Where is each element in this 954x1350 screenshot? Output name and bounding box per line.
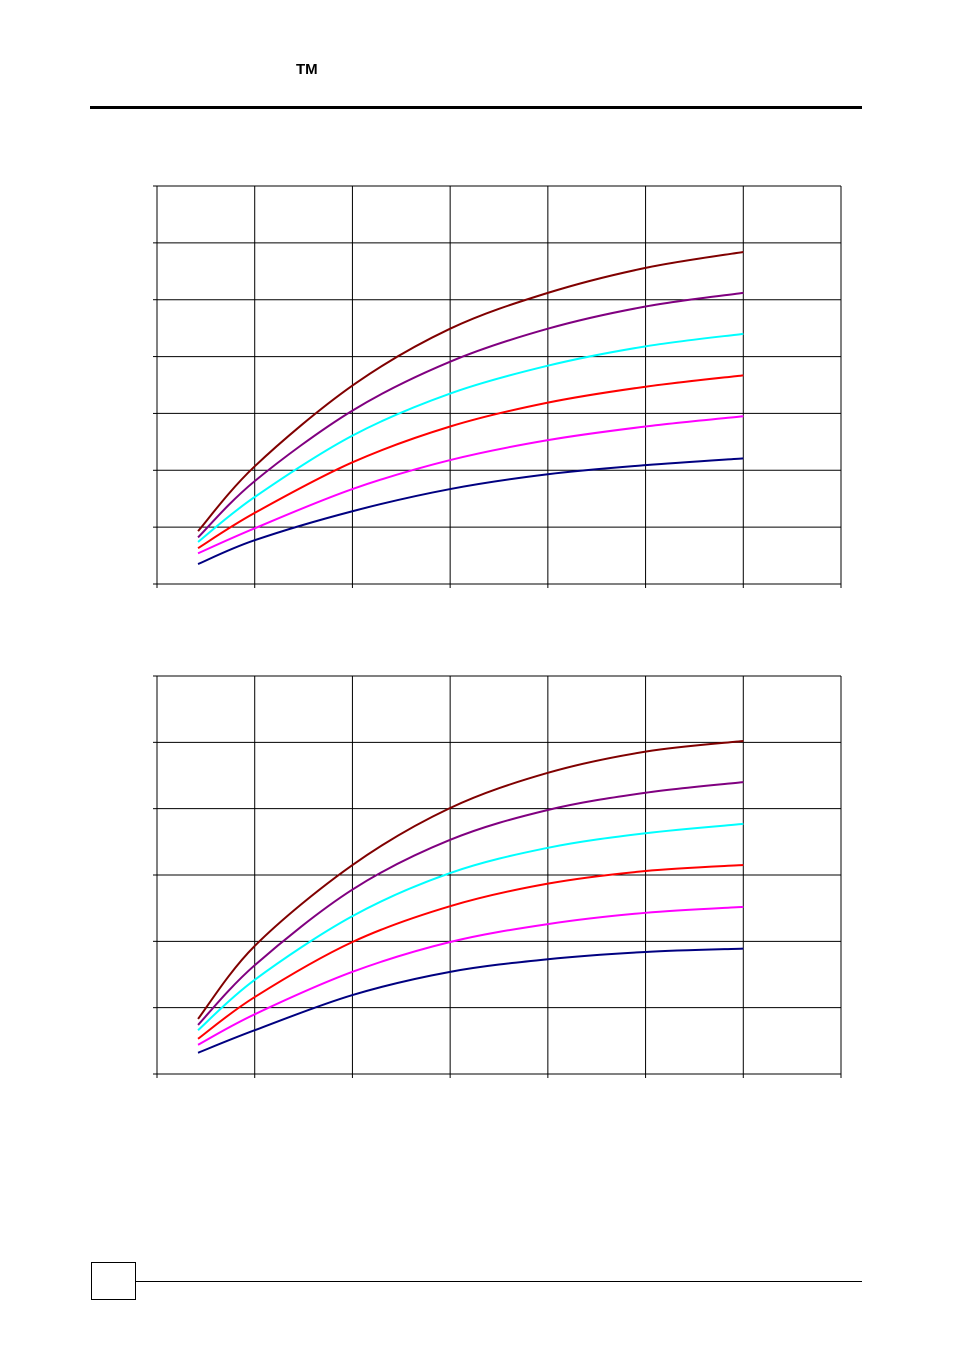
data-line	[197, 822, 744, 1031]
data-line	[197, 457, 744, 566]
data-line	[197, 250, 744, 532]
data-line	[197, 374, 744, 550]
data-line	[197, 740, 744, 1020]
data-line	[197, 332, 744, 543]
data-line	[197, 905, 744, 1046]
data-line	[197, 415, 744, 555]
data-line	[197, 947, 744, 1054]
data-line	[197, 864, 744, 1040]
trademark: TM	[296, 61, 318, 78]
data-line	[197, 781, 744, 1026]
data-line	[197, 291, 744, 539]
page-number-box	[91, 1262, 136, 1300]
chart	[153, 675, 842, 1078]
chart	[153, 185, 842, 588]
charts	[153, 185, 842, 1078]
